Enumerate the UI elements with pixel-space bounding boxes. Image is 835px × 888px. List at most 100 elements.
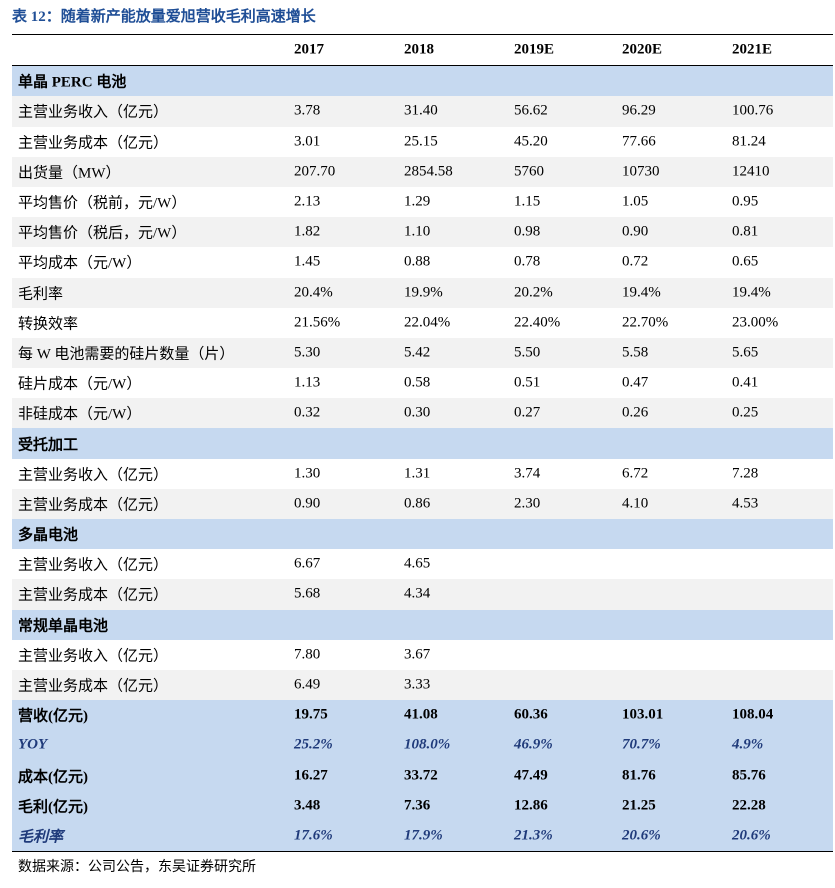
section-row: 单晶 PERC 电池 <box>12 66 833 97</box>
row-label: 主营业务收入（亿元） <box>18 104 169 121</box>
row-label: 主营业务成本（亿元） <box>18 587 169 604</box>
cell-value: 1.15 <box>514 193 541 210</box>
cell-value: 3.33 <box>404 676 431 693</box>
cell-value: 1.10 <box>404 223 431 240</box>
cell-value: 19.4% <box>622 284 661 301</box>
cell-value: 2.30 <box>514 495 541 512</box>
table-row: 转换效率 21.56% 22.04% 22.40% 22.70% 23.00% <box>12 308 833 338</box>
cell-value: 16.27 <box>294 767 328 784</box>
cell-value: 5.42 <box>404 344 431 361</box>
row-label: 毛利率 <box>18 286 64 303</box>
cell-value: 81.76 <box>622 767 656 784</box>
cell-value: 3.01 <box>294 133 321 150</box>
summary-row: YOY 25.2% 108.0% 46.9% 70.7% 4.9% <box>12 730 833 761</box>
cell-value: 0.88 <box>404 253 431 270</box>
cell-value: 1.45 <box>294 253 321 270</box>
table-row: 每 W 电池需要的硅片数量（片） 5.30 5.42 5.50 5.58 5.65 <box>12 337 833 369</box>
section-title: 受托加工 <box>18 437 79 454</box>
cell-value: 85.76 <box>732 767 766 784</box>
row-label: 主营业务成本（亿元） <box>18 135 169 152</box>
cell-value: 0.32 <box>294 404 321 421</box>
row-label: 毛利(亿元) <box>18 799 88 816</box>
cell-value: 5760 <box>514 163 544 180</box>
cell-value: 0.78 <box>514 253 541 270</box>
cell-value: 22.40% <box>514 314 561 331</box>
cell-value: 3.67 <box>404 646 431 663</box>
cell-value: 207.70 <box>294 163 336 180</box>
column-header: 2021E <box>732 41 773 58</box>
section-title: 常规单晶电池 <box>18 618 109 635</box>
row-label: 主营业务成本（亿元） <box>18 497 169 514</box>
table-row: 主营业务成本（亿元） 5.68 4.34 <box>12 579 833 610</box>
table-row: 平均成本（元/W） 1.45 0.88 0.78 0.72 0.65 <box>12 247 833 277</box>
cell-value: 96.29 <box>622 102 656 119</box>
cell-value: 0.65 <box>732 253 759 270</box>
cell-value: 19.75 <box>294 706 328 723</box>
cell-value: 103.01 <box>622 706 664 723</box>
table-row: 非硅成本（元/W） 0.32 0.30 0.27 0.26 0.25 <box>12 398 833 429</box>
section-title: 多晶电池 <box>18 527 79 544</box>
cell-value: 56.62 <box>514 102 548 119</box>
cell-value: 1.31 <box>404 465 431 482</box>
column-header: 2019E <box>514 41 555 58</box>
cell-value: 19.9% <box>404 284 443 301</box>
row-label: 主营业务收入（亿元） <box>18 557 169 574</box>
cell-value: 47.49 <box>514 767 548 784</box>
row-label: 每 W 电池需要的硅片数量（片） <box>18 346 235 363</box>
cell-value: 7.36 <box>404 797 431 814</box>
cell-value: 0.98 <box>514 223 541 240</box>
row-label: 平均售价（税后，元/W） <box>18 225 187 242</box>
table-row: 主营业务成本（亿元） 0.90 0.86 2.30 4.10 4.53 <box>12 488 833 519</box>
cell-value: 20.2% <box>514 284 553 301</box>
cell-value: 0.95 <box>732 193 759 210</box>
cell-value: 1.29 <box>404 193 431 210</box>
summary-row: 成本(亿元) 16.27 33.72 47.49 81.76 85.76 <box>12 760 833 791</box>
table-row: 平均售价（税前，元/W） 2.13 1.29 1.15 1.05 0.95 <box>12 187 833 217</box>
table-row: 主营业务收入（亿元） 3.78 31.40 56.62 96.29 100.76 <box>12 96 833 127</box>
cell-value: 70.7% <box>622 736 661 753</box>
header-row: 2017 2018 2019E 2020E 2021E <box>12 35 833 67</box>
section-row: 受托加工 <box>12 428 833 459</box>
row-label: 主营业务成本（亿元） <box>18 678 169 695</box>
row-label: 营收(亿元) <box>18 708 88 725</box>
summary-row: 营收(亿元) 19.75 41.08 60.36 103.01 108.04 <box>12 700 833 731</box>
cell-value: 33.72 <box>404 767 438 784</box>
cell-value: 3.48 <box>294 797 321 814</box>
cell-value: 7.28 <box>732 465 759 482</box>
cell-value: 41.08 <box>404 706 438 723</box>
cell-value: 3.78 <box>294 102 321 119</box>
row-label: 毛利率 <box>18 829 64 846</box>
cell-value: 2854.58 <box>404 163 453 180</box>
row-label: 转换效率 <box>18 316 79 333</box>
cell-value: 22.28 <box>732 797 766 814</box>
table-row: 主营业务成本（亿元） 6.49 3.33 <box>12 669 833 701</box>
column-header: 2018 <box>404 41 434 58</box>
row-label: 出货量（MW） <box>18 165 121 182</box>
source-note: 数据来源：公司公告，东吴证券研究所 <box>18 860 256 875</box>
row-label: YOY <box>18 736 48 753</box>
row-label: 主营业务收入（亿元） <box>18 648 169 665</box>
cell-value: 0.81 <box>732 223 759 240</box>
table-row: 主营业务收入（亿元） 6.67 4.65 <box>12 549 833 579</box>
cell-value: 0.25 <box>732 404 759 421</box>
cell-value: 0.26 <box>622 404 649 421</box>
table-row: 主营业务成本（亿元） 3.01 25.15 45.20 77.66 81.24 <box>12 127 833 157</box>
table-row: 毛利率 20.4% 19.9% 20.2% 19.4% 19.4% <box>12 277 833 308</box>
cell-value: 4.9% <box>732 736 764 753</box>
cell-value: 10730 <box>622 163 660 180</box>
cell-value: 100.76 <box>732 102 774 119</box>
cell-value: 1.82 <box>294 223 321 240</box>
cell-value: 4.65 <box>404 555 431 572</box>
cell-value: 108.04 <box>732 706 774 723</box>
cell-value: 3.74 <box>514 465 541 482</box>
table-row: 出货量（MW） 207.70 2854.58 5760 10730 12410 <box>12 156 833 187</box>
cell-value: 4.53 <box>732 495 759 512</box>
cell-value: 17.9% <box>404 827 443 844</box>
cell-value: 7.80 <box>294 646 321 663</box>
table-row: 主营业务收入（亿元） 1.30 1.31 3.74 6.72 7.28 <box>12 459 833 489</box>
cell-value: 5.58 <box>622 344 649 361</box>
cell-value: 5.68 <box>294 585 321 602</box>
cell-value: 5.50 <box>514 344 541 361</box>
cell-value: 0.58 <box>404 374 431 391</box>
